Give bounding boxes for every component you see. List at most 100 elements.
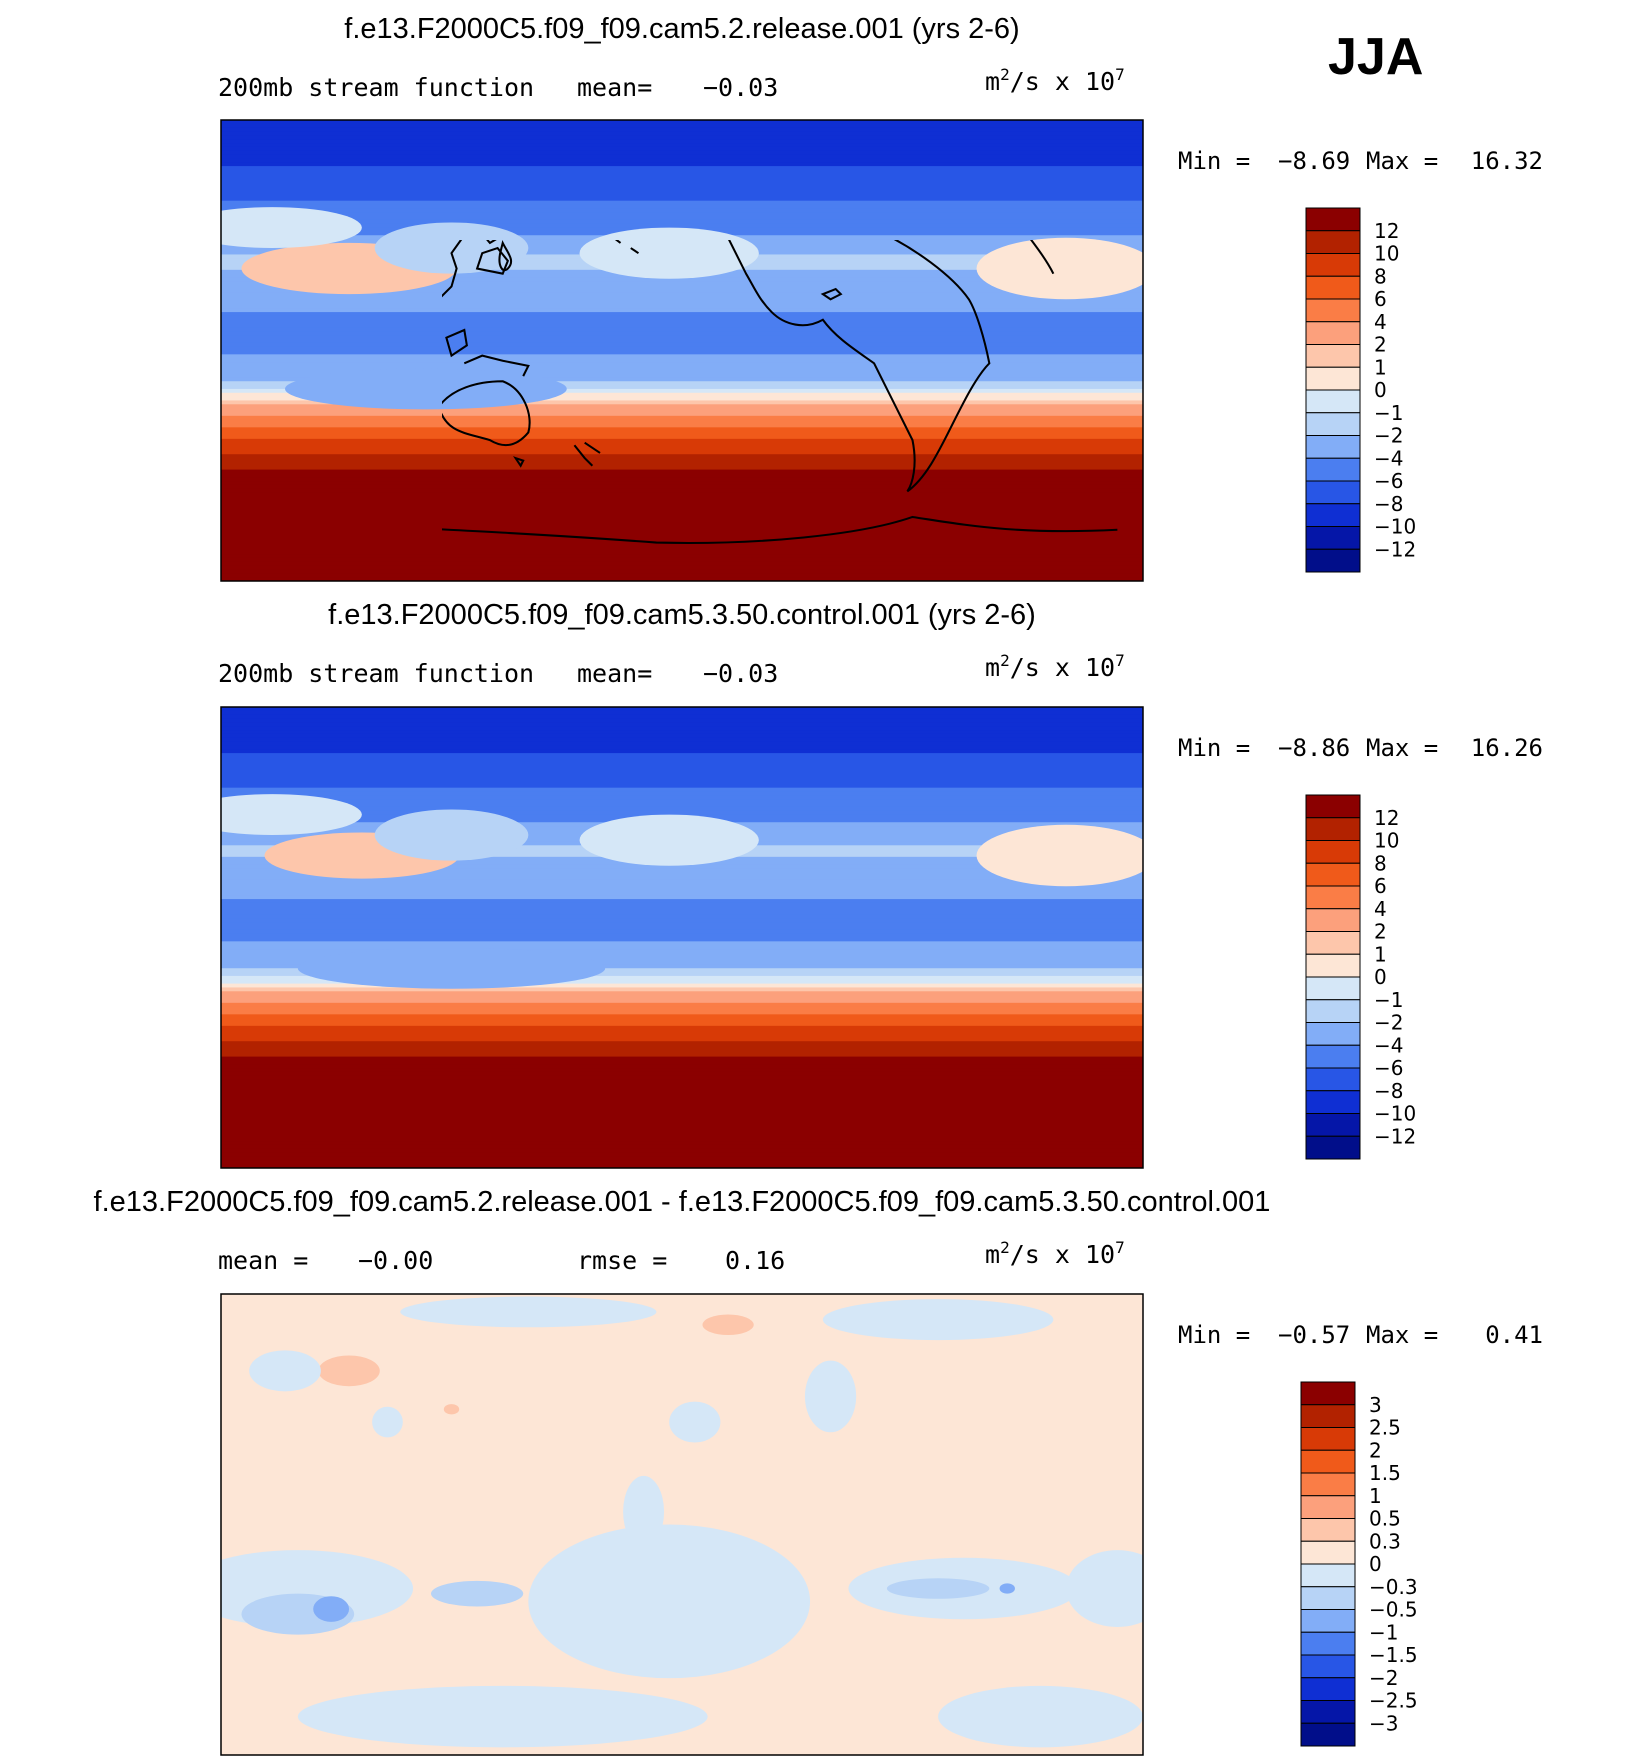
colorbar-tick-label: 1 [1374, 355, 1387, 379]
zonal-band [221, 1037, 1143, 1042]
field-anomaly [1066, 1550, 1143, 1627]
svg-text:m2/s x 107: m2/s x 107 [985, 65, 1125, 96]
zonal-band [221, 308, 1143, 313]
zonal-band [221, 1056, 1143, 1062]
zonal-band [221, 887, 1143, 892]
zonal-band [221, 323, 1143, 329]
colorbar-swatch [1300, 1677, 1356, 1701]
zonal-band [221, 158, 1143, 163]
zonal-band [221, 473, 1143, 478]
field-anomaly [249, 1350, 321, 1392]
field-anomaly [579, 814, 759, 866]
units-base: m [985, 67, 1000, 96]
zonal-band [221, 979, 1143, 985]
zonal-band [221, 1064, 1143, 1069]
zonal-band [221, 864, 1143, 869]
zonal-band [221, 146, 1143, 152]
colorbar-swatch [1300, 1427, 1356, 1451]
zonal-band [221, 281, 1143, 286]
zonal-band [221, 338, 1143, 344]
zonal-band [221, 1048, 1143, 1054]
min-label: Min = [1178, 147, 1250, 175]
colorbar-swatch [1300, 1654, 1356, 1679]
zonal-band [221, 1060, 1143, 1065]
zonal-band [221, 983, 1143, 989]
units-mid: /s x 10 [1010, 653, 1115, 682]
zonal-band [221, 527, 1143, 532]
zonal-band [221, 1010, 1143, 1015]
zonal-band [221, 891, 1143, 896]
map-field [221, 1294, 1143, 1755]
colorbar-tick-label: −2 [1374, 1011, 1403, 1035]
zonal-band [221, 922, 1143, 927]
field-anomaly [285, 368, 567, 410]
zonal-band [221, 169, 1143, 175]
colorbar-tick-label: −6 [1374, 1056, 1403, 1080]
zonal-band [221, 354, 1143, 359]
colorbar-tick-label: 10 [1374, 242, 1399, 266]
zonal-band [221, 150, 1143, 156]
zonal-band [221, 377, 1143, 382]
svg-text:m2/s x 107: m2/s x 107 [985, 1238, 1125, 1269]
zonal-band [221, 895, 1143, 900]
zonal-band [221, 423, 1143, 428]
zonal-band [221, 1002, 1143, 1008]
colorbar-swatch [1300, 1609, 1356, 1633]
colorbar-swatch [1305, 548, 1361, 573]
zonal-band [221, 508, 1143, 513]
zonal-band [221, 1152, 1143, 1158]
zonal-band [221, 154, 1143, 160]
colorbar-tick-label: 3 [1369, 1393, 1382, 1417]
colorbar-swatch [1300, 1495, 1356, 1519]
zonal-band [221, 756, 1143, 762]
colorbar-swatch [1305, 1135, 1361, 1160]
panel-difference: f.e13.F2000C5.f09_f09.cam5.2.release.001… [94, 1186, 1543, 1756]
map-field [221, 707, 1143, 1168]
colorbar-tick-label: −1 [1374, 988, 1403, 1012]
zonal-band [221, 933, 1143, 939]
zonal-band [221, 707, 1143, 712]
zonal-band [221, 760, 1143, 766]
zonal-band [221, 1118, 1143, 1123]
colorbar-swatch [1305, 817, 1361, 841]
zonal-band [221, 327, 1143, 332]
colorbar-tick-label: −1 [1374, 401, 1403, 425]
zonal-band [221, 139, 1143, 144]
zonal-band [221, 1075, 1143, 1081]
zonal-band [221, 300, 1143, 305]
colorbar-swatch [1305, 298, 1361, 323]
units-label: m2/s x 107 [985, 651, 1125, 682]
zonal-band [221, 569, 1143, 574]
zonal-band [221, 964, 1143, 969]
zonal-band [221, 219, 1143, 225]
zonal-band [221, 538, 1143, 544]
zonal-band [221, 573, 1143, 578]
colorbar-tick-label: 1 [1369, 1484, 1382, 1508]
colorbar-tick-label: −2 [1374, 424, 1403, 448]
zonal-band [221, 1160, 1143, 1165]
min-label: Min = [1178, 1321, 1250, 1349]
zonal-band [221, 1014, 1143, 1019]
field-anomaly [313, 1596, 350, 1622]
max-value: 16.26 [1471, 734, 1543, 762]
colorbar-swatch [1305, 908, 1361, 932]
zonal-band [221, 968, 1143, 973]
colorbar-tick-label: −12 [1374, 1124, 1416, 1148]
colorbar-swatch [1305, 526, 1361, 550]
zonal-band [221, 741, 1143, 747]
zonal-band [221, 438, 1143, 444]
rmse-label: rmse = [577, 1246, 667, 1275]
colorbar-swatch [1300, 1722, 1356, 1747]
zonal-band [221, 385, 1143, 390]
zonal-band [221, 1052, 1143, 1058]
colorbar-swatch [1305, 794, 1361, 819]
zonal-band [221, 223, 1143, 229]
zonal-band [221, 523, 1143, 528]
colorbar-tick-label: −12 [1374, 537, 1416, 561]
zonal-band [221, 531, 1143, 536]
zonal-band [221, 162, 1143, 167]
colorbar-tick-label: 8 [1374, 851, 1387, 875]
zonal-band [221, 941, 1143, 946]
zonal-band [221, 945, 1143, 950]
colorbar-swatch [1305, 885, 1361, 910]
